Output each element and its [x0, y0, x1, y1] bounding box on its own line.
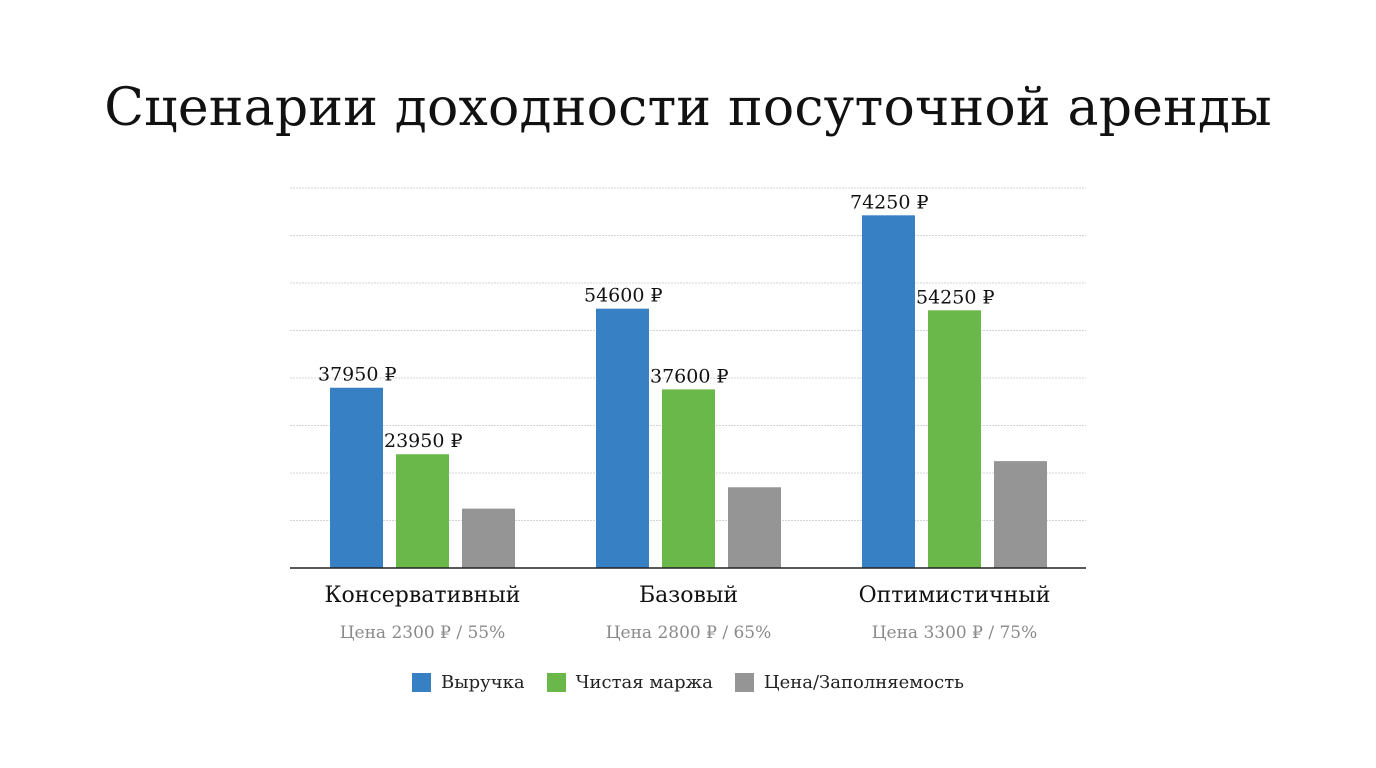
- x-tick-label: Консервативный: [325, 583, 521, 608]
- bar-margin-0: [396, 454, 449, 568]
- x-tick-label: Оптимистичный: [859, 583, 1051, 608]
- data-label: 37600 ₽: [650, 365, 729, 387]
- data-labels: 37950 ₽ 54600 ₽ 74250 ₽ 23950 ₽ 37600 ₽ 54250…: [318, 191, 995, 452]
- data-label: 37950 ₽: [318, 364, 397, 386]
- x-tick-sublabel: Цена 2300 ₽ / 55%: [340, 623, 506, 643]
- bar-margin-2: [928, 310, 981, 568]
- x-tick-label: Базовый: [639, 583, 738, 608]
- legend-item-price: Цена/Заполняемость: [734, 672, 964, 693]
- legend-label-revenue: Выручка: [441, 672, 525, 693]
- bar-price-2: [994, 461, 1047, 568]
- bar-margin-1: [662, 389, 715, 568]
- x-tick-sublabel: Цена 3300 ₽ / 75%: [872, 623, 1038, 643]
- legend-item-margin: Чистая маржа: [546, 672, 713, 693]
- legend-label-margin: Чистая маржа: [575, 672, 713, 693]
- data-label: 54250 ₽: [916, 286, 995, 308]
- x-axis: Консервативный Цена 2300 ₽ / 55% Базовый Це…: [290, 567, 1086, 643]
- bar-revenue-0: [330, 387, 383, 568]
- chart-title: Сценарии доходности посуточной аренды: [104, 78, 1272, 138]
- bar-revenue-2: [862, 215, 915, 568]
- bars: [330, 215, 1047, 568]
- legend-swatch-price: [734, 673, 754, 692]
- legend-swatch-revenue: [412, 673, 432, 692]
- data-label: 54600 ₽: [584, 285, 663, 307]
- bar-price-1: [728, 487, 781, 568]
- data-label: 74250 ₽: [850, 191, 929, 213]
- data-label: 23950 ₽: [384, 430, 463, 452]
- legend-swatch-margin: [546, 673, 566, 692]
- legend: Выручка Чистая маржа Цена/Заполняемость: [0, 672, 1376, 693]
- bar-revenue-1: [596, 308, 649, 568]
- bar-price-0: [462, 508, 515, 568]
- legend-label-price: Цена/Заполняемость: [763, 672, 964, 693]
- legend-item-revenue: Выручка: [412, 672, 525, 693]
- x-tick-sublabel: Цена 2800 ₽ / 65%: [606, 623, 772, 643]
